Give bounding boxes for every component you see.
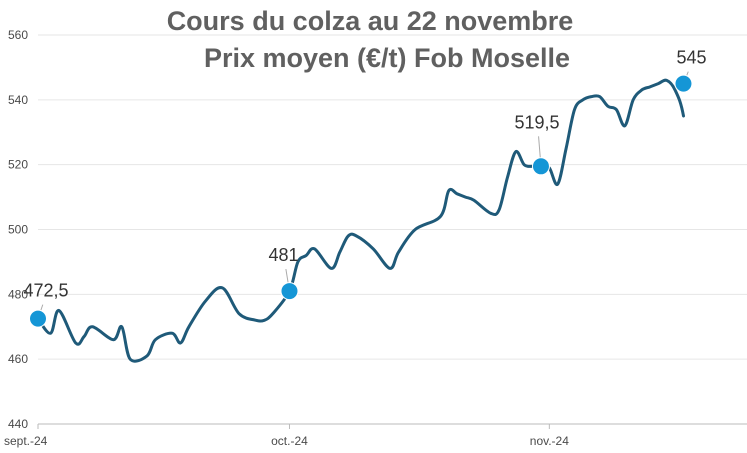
y-tick-label: 500 [8, 223, 28, 237]
y-tick-label: 440 [8, 417, 28, 431]
data-point-marker [29, 309, 47, 328]
data-label: 472,5 [23, 281, 68, 301]
data-label: 481 [268, 245, 298, 265]
y-tick-label: 540 [8, 93, 28, 107]
y-tick-label: 460 [8, 352, 28, 366]
y-tick-label: 480 [8, 287, 28, 301]
y-tick-label: 560 [8, 28, 28, 42]
x-tick-label: nov.-24 [530, 434, 569, 448]
data-label: 545 [676, 48, 706, 68]
chart-title: Cours du colza au 22 novembre Prix moyen… [167, 6, 574, 73]
chart-title-line-1: Cours du colza au 22 novembre [167, 6, 574, 36]
x-tick-label: sept.-24 [4, 434, 48, 448]
data-point-marker [674, 74, 693, 93]
series-line [36, 78, 685, 363]
chart-title-line-2: Prix moyen (€/t) Fob Moselle [204, 43, 570, 73]
series-layer [36, 78, 685, 363]
gridlines [38, 34, 747, 425]
annotations: 472,5 481 519,5 545 [23, 48, 706, 328]
y-tick-label: 520 [8, 158, 28, 172]
x-tick-label: oct.-24 [271, 434, 308, 448]
data-point-marker [531, 157, 550, 176]
x-axis: sept.-24 oct.-24 nov.-24 [4, 424, 569, 448]
data-label: 519,5 [514, 112, 559, 132]
y-axis: 440 460 480 500 520 540 560 [8, 28, 28, 431]
data-point-marker [280, 282, 299, 301]
